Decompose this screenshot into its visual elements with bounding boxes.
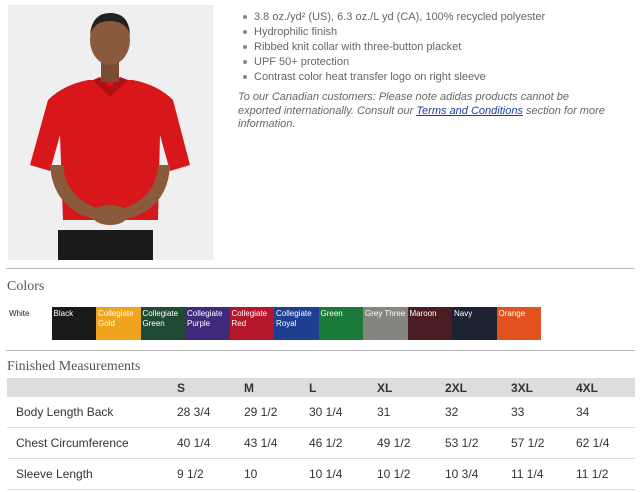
color-swatch[interactable]: Green — [318, 307, 363, 340]
value-cell: 32 — [445, 397, 511, 428]
note: To our Canadian customers: Please note a… — [238, 91, 608, 132]
value-cell: 30 1/4 — [309, 397, 377, 428]
color-swatch[interactable]: Black — [51, 307, 96, 340]
header-cell: 4XL — [576, 378, 635, 397]
header-cell: M — [244, 378, 309, 397]
product-photo — [8, 5, 213, 260]
section-heading: Colors — [7, 279, 45, 294]
value-cell: 43 1/4 — [244, 427, 309, 459]
swatch-row: White Black Collegiate Gold Collegiate Gree… — [7, 307, 541, 340]
value-cell: 62 1/4 — [576, 427, 635, 459]
feature-item: Contrast color heat transfer logo on rig… — [242, 70, 545, 85]
color-swatch[interactable]: Collegiate Purple — [185, 307, 230, 340]
feature-item: 3.8 oz./yd² (US), 6.3 oz./L yd (CA), 100… — [242, 10, 545, 25]
header-cell: S — [177, 378, 244, 397]
note-text: section for more information. — [238, 104, 605, 131]
value-cell: 11 1/4 — [511, 458, 576, 490]
value-cell: 11 1/2 — [576, 458, 635, 490]
value-cell: 10 3/4 — [445, 458, 511, 490]
color-swatch[interactable]: Maroon — [407, 307, 452, 340]
value-cell: 29 1/2 — [244, 397, 309, 428]
value-cell: 53 1/2 — [445, 427, 511, 459]
color-swatch[interactable]: Navy — [452, 307, 497, 340]
value-cell: 10 1/4 — [309, 458, 377, 490]
color-swatch[interactable]: Collegiate Red — [229, 307, 274, 340]
value-cell: 33 — [511, 397, 576, 428]
value-cell: 10 — [244, 458, 309, 490]
value-cell: 34 — [576, 397, 635, 428]
color-swatch[interactable]: White — [7, 307, 52, 340]
value-cell: 46 1/2 — [309, 427, 377, 459]
table-body: Body Length Back 28 3/4 29 1/2 30 1/4 31 32 33… — [7, 397, 635, 490]
table-row: Body Length Back 28 3/4 29 1/2 30 1/4 31 32 33… — [7, 397, 635, 428]
color-swatch[interactable]: Collegiate Gold — [96, 307, 141, 340]
color-swatch[interactable]: Orange — [496, 307, 541, 340]
row-label: Body Length Back — [7, 397, 177, 428]
value-cell: 49 1/2 — [377, 427, 445, 459]
value-cell: 31 — [377, 397, 445, 428]
row-label: Chest Circumference — [7, 427, 177, 459]
feature-item: UPF 50+ protection — [242, 55, 545, 70]
measurement-table: S M L XL 2XL 3XL 4XL Body Length Back 28 3/4 29 1… — [7, 378, 635, 490]
note-text: To our Canadian customers: Please note a… — [238, 91, 570, 117]
color-swatch[interactable]: Grey Three — [363, 307, 408, 340]
header-cell — [7, 378, 177, 397]
terms-link[interactable]: Terms and Conditions — [416, 104, 523, 117]
divider — [6, 268, 635, 269]
value-cell: 9 1/2 — [177, 458, 244, 490]
divider — [6, 350, 635, 351]
value-cell: 10 1/2 — [377, 458, 445, 490]
table-row: Chest Circumference 40 1/4 43 1/4 46 1/2 49 … — [7, 427, 635, 459]
table-row: Sleeve Length 9 1/2 10 10 1/4 10 1/2 10 3/4 11… — [7, 458, 635, 490]
header-cell: 3XL — [511, 378, 576, 397]
header-row: S M L XL 2XL 3XL 4XL — [7, 378, 635, 397]
value-cell: 28 3/4 — [177, 397, 244, 428]
row-label: Sleeve Length — [7, 458, 177, 490]
color-swatch[interactable]: Collegiate Royal — [274, 307, 319, 340]
header-cell: XL — [377, 378, 445, 397]
value-cell: 57 1/2 — [511, 427, 576, 459]
color-swatch[interactable]: Collegiate Green — [140, 307, 185, 340]
header-cell: L — [309, 378, 377, 397]
feature-item: Hydrophilic finish — [242, 25, 545, 40]
value-cell: 40 1/4 — [177, 427, 244, 459]
feature-list: 3.8 oz./yd² (US), 6.3 oz./L yd (CA), 100… — [242, 10, 545, 85]
section-heading: Finished Measurements — [7, 359, 141, 374]
header-cell: 2XL — [445, 378, 511, 397]
feature-item: Ribbed knit collar with three-button pla… — [242, 40, 545, 55]
